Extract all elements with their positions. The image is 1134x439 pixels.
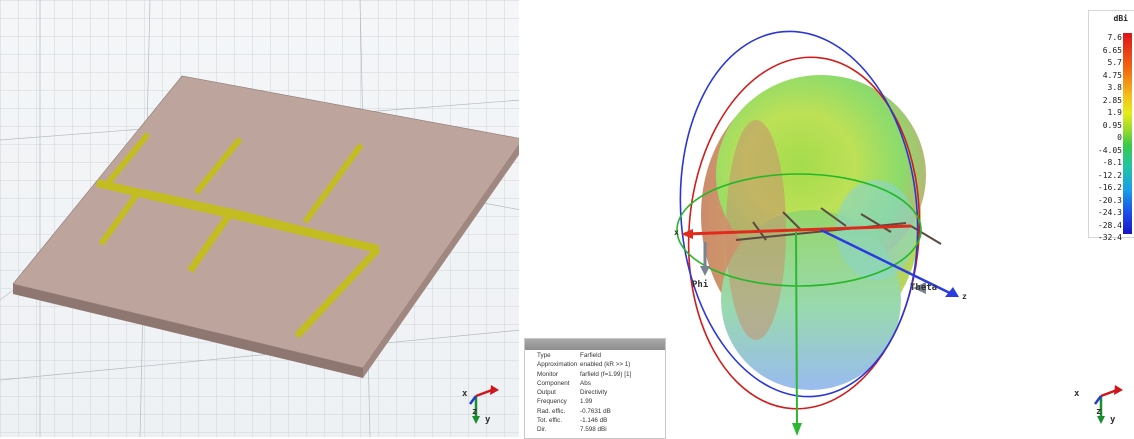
info-key: Frequency [537,398,567,406]
info-value: 7.598 dBi [580,426,607,434]
info-value: Directivity [580,389,608,397]
info-box-titlebar[interactable] [525,339,665,350]
info-value: Farfield [580,352,601,359]
info-value: Abs [580,379,591,387]
info-key: Dir. [537,426,547,434]
scale-tick: 2.85 [1102,95,1122,105]
coordinate-rings [676,30,922,410]
z-axis-label: z [962,292,967,301]
triad-right-x-label: x [1074,389,1080,399]
scale-tick: 6.65 [1102,45,1122,55]
scale-ticks: 7.6 6.65 5.7 4.75 3.8 2.85 1.9 0.95 0 -4… [1090,32,1122,245]
scale-tick: -16.2 [1097,183,1122,192]
info-row: Frequency 1.99 [537,398,631,407]
info-value: enabled (kR >> 1) [580,361,631,369]
info-value: -1.146 dB [580,417,608,425]
phi-label: Phi [692,280,709,290]
info-row: Type Farfield [537,352,631,361]
info-table: Type Farfield Approximation enabled (kR >>… [537,352,631,436]
theta-label: Theta [910,283,938,293]
triad-right-z-label: z [1096,407,1102,417]
info-key: Component [537,379,570,387]
scale-tick: 7.6 [1107,33,1122,42]
scale-tick: 3.8 [1107,83,1122,92]
farfield-axes [681,224,959,436]
info-row: Component Abs [537,380,631,389]
info-key: Tot. effic. [537,417,563,425]
scale-tick: 1.9 [1107,108,1122,117]
info-row: Tot. effic. -1.146 dB [537,417,631,426]
scale-tick: 4.75 [1102,70,1122,80]
scale-tick: -28.4 [1097,220,1122,230]
farfield-scene [676,30,1123,436]
scale-unit: dBi [1113,14,1128,23]
scale-tick: -24.3 [1097,208,1122,217]
farfield-info-box: Type Farfield Approximation enabled (kR >>… [524,338,666,439]
info-row: Monitor farfield (f=1.99) [1] [537,371,631,380]
info-value: 1.99 [580,398,593,406]
model-scene [0,0,521,437]
color-scale-legend: dBi 7.6 6.65 5.7 4.75 3.8 2.85 1.9 0.95 … [1088,10,1134,242]
info-key: Output [537,389,556,397]
scale-tick: -20.3 [1097,195,1122,205]
triad-left-x-label: x [462,389,468,399]
info-row: Dir. 7.598 dBi [537,426,631,435]
info-key: Type [537,352,551,359]
model-viewport[interactable]: x z y [0,0,521,437]
triad-left-z-label: z [472,407,478,417]
scale-tick: 0 [1117,133,1122,142]
info-value: farfield (f=1.99) [1] [580,370,632,378]
triad-left-y-label: y [485,415,491,425]
info-key: Rad. effic. [537,407,566,415]
microstrip-traces[interactable] [96,132,381,339]
triad-right-y-label: y [1110,415,1116,425]
axis-triad-right [1094,385,1123,424]
scale-tick: 5.7 [1107,58,1122,67]
scale-tick: -8.1 [1102,158,1122,167]
axis-triad-left [469,385,499,424]
panel-divider [519,0,522,437]
info-row: Rad. effic. -0.7631 dB [537,408,631,417]
scale-color-bar [1123,33,1132,234]
scale-tick: 0.95 [1102,120,1122,130]
scale-tick: -12.2 [1097,170,1122,180]
info-value: -0.7631 dB [580,407,611,415]
info-key: Approximation [537,361,578,369]
info-row: Output Directivity [537,389,631,398]
info-key: Monitor [537,370,558,378]
scale-tick: -4.05 [1097,145,1122,155]
scale-tick: -32.4 [1097,233,1122,242]
info-row: Approximation enabled (kR >> 1) [537,361,631,370]
x-axis-label: x [674,228,679,237]
